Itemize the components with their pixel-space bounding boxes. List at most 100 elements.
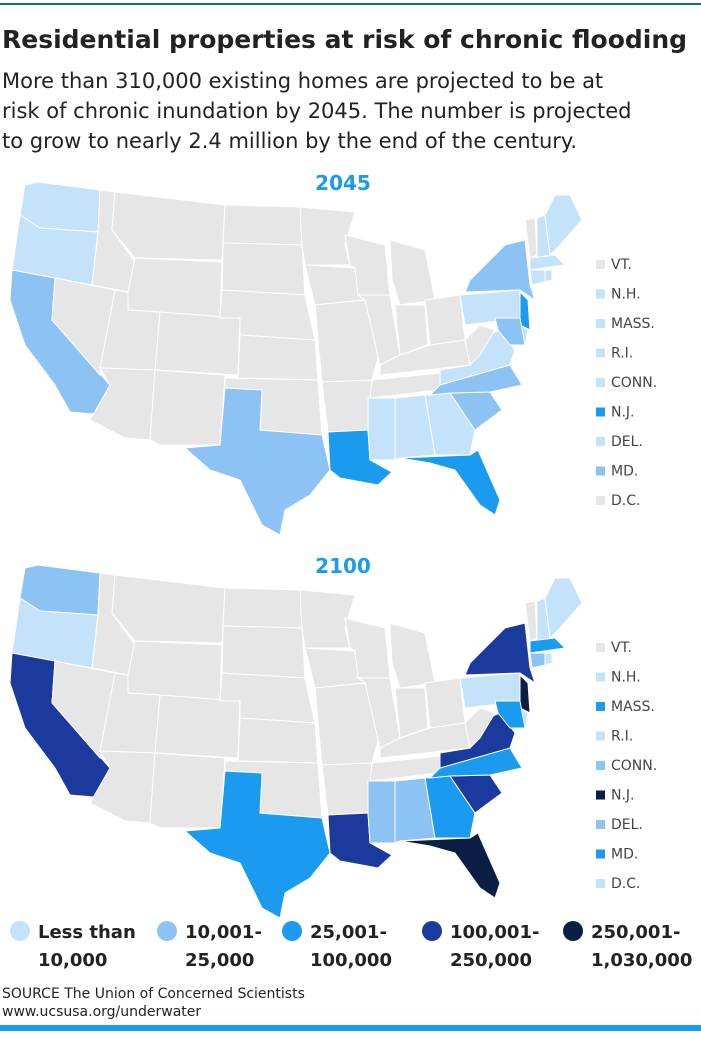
small-state-swatch [596,849,605,859]
small-state-swatch [596,466,605,476]
small-state-label: MASS. [611,699,655,715]
state [529,652,546,669]
small-state-label: N.J. [611,788,635,804]
source-line: www.ucsusa.org/underwater [2,1004,201,1020]
legend-dot [10,921,30,941]
state [149,752,226,829]
small-state-label: N.H. [611,287,641,303]
state [494,700,526,729]
small-state-swatch [596,761,605,770]
state [464,707,496,750]
state [389,239,436,306]
state [399,832,501,899]
state [389,622,436,689]
state [127,640,223,702]
state [127,257,223,319]
legend-label: 250,000 [450,950,532,971]
map-year: 2045 [315,171,371,195]
legend-label: Less than [38,922,136,943]
state [529,637,567,654]
small-state-label: VT. [611,257,632,273]
state [154,311,241,376]
state [221,242,306,296]
legend-label: 10,001- [185,922,262,943]
state [222,587,303,629]
source-line: SOURCE The Union of Concerned Scientists [2,986,305,1002]
small-state-label: VT. [611,640,632,656]
legend-label: 10,000 [38,950,107,971]
state [424,677,466,729]
small-state-label: N.H. [611,670,641,686]
state [464,622,536,685]
small-state-swatch [596,820,605,829]
small-state-swatch [596,790,605,800]
small-state-swatch [596,437,605,446]
state [183,387,331,536]
state [394,304,429,356]
small-state-swatch [596,260,605,269]
small-state-label: MASS. [611,316,655,332]
state [529,269,546,286]
state [519,673,531,714]
small-state-swatch [596,731,605,741]
state [394,687,429,739]
state [111,574,226,644]
legend-dot [563,921,583,941]
state [544,269,553,283]
state [544,194,583,257]
small-state-swatch [596,289,605,299]
state [222,204,303,246]
state [111,191,226,261]
state [237,717,319,764]
top-rule [0,3,701,5]
small-state-label: DEL. [611,434,643,450]
state [321,379,373,433]
state [321,762,373,816]
state [221,625,306,679]
small-state-swatch [596,672,605,682]
small-state-swatch [596,348,605,358]
small-state-swatch [596,643,605,652]
small-state-label: R.I. [611,729,633,745]
legend-label: 1,030,000 [591,950,692,971]
state [424,294,466,346]
small-state-label: CONN. [611,758,657,774]
small-state-swatch [596,702,605,711]
state [183,770,331,919]
legend-label: 100,001- [450,922,539,943]
map-year: 2100 [315,554,371,578]
state [464,324,496,367]
state [367,397,396,461]
state [394,394,436,461]
subtitle-line: risk of chronic inundation by 2045. The … [2,99,631,123]
small-state-swatch [596,378,605,387]
state [544,577,583,640]
state [529,254,567,271]
title: Residential properties at risk of chroni… [2,25,687,54]
legend-dot [422,921,442,941]
legend-label: 100,000 [310,950,392,971]
state [149,369,226,446]
subtitle-line: More than 310,000 existing homes are pro… [2,69,603,93]
state [237,334,319,381]
small-state-label: MD. [611,847,638,863]
legend-label: 25,000 [185,950,254,971]
state [544,652,553,666]
state [367,780,396,844]
small-state-label: N.J. [611,405,635,421]
small-state-label: D.C. [611,876,640,892]
state [464,239,536,302]
legend-label: 250,001- [591,922,680,943]
legend-dot [157,921,177,941]
legend-label: 25,001- [310,922,387,943]
bottom-rule [0,1025,701,1031]
small-state-swatch [596,879,605,888]
small-state-swatch [596,407,605,417]
legend-dot [282,921,302,941]
small-state-label: CONN. [611,375,657,391]
small-state-label: D.C. [611,493,640,509]
small-state-swatch [596,496,605,505]
state [394,777,436,844]
state [494,317,526,346]
